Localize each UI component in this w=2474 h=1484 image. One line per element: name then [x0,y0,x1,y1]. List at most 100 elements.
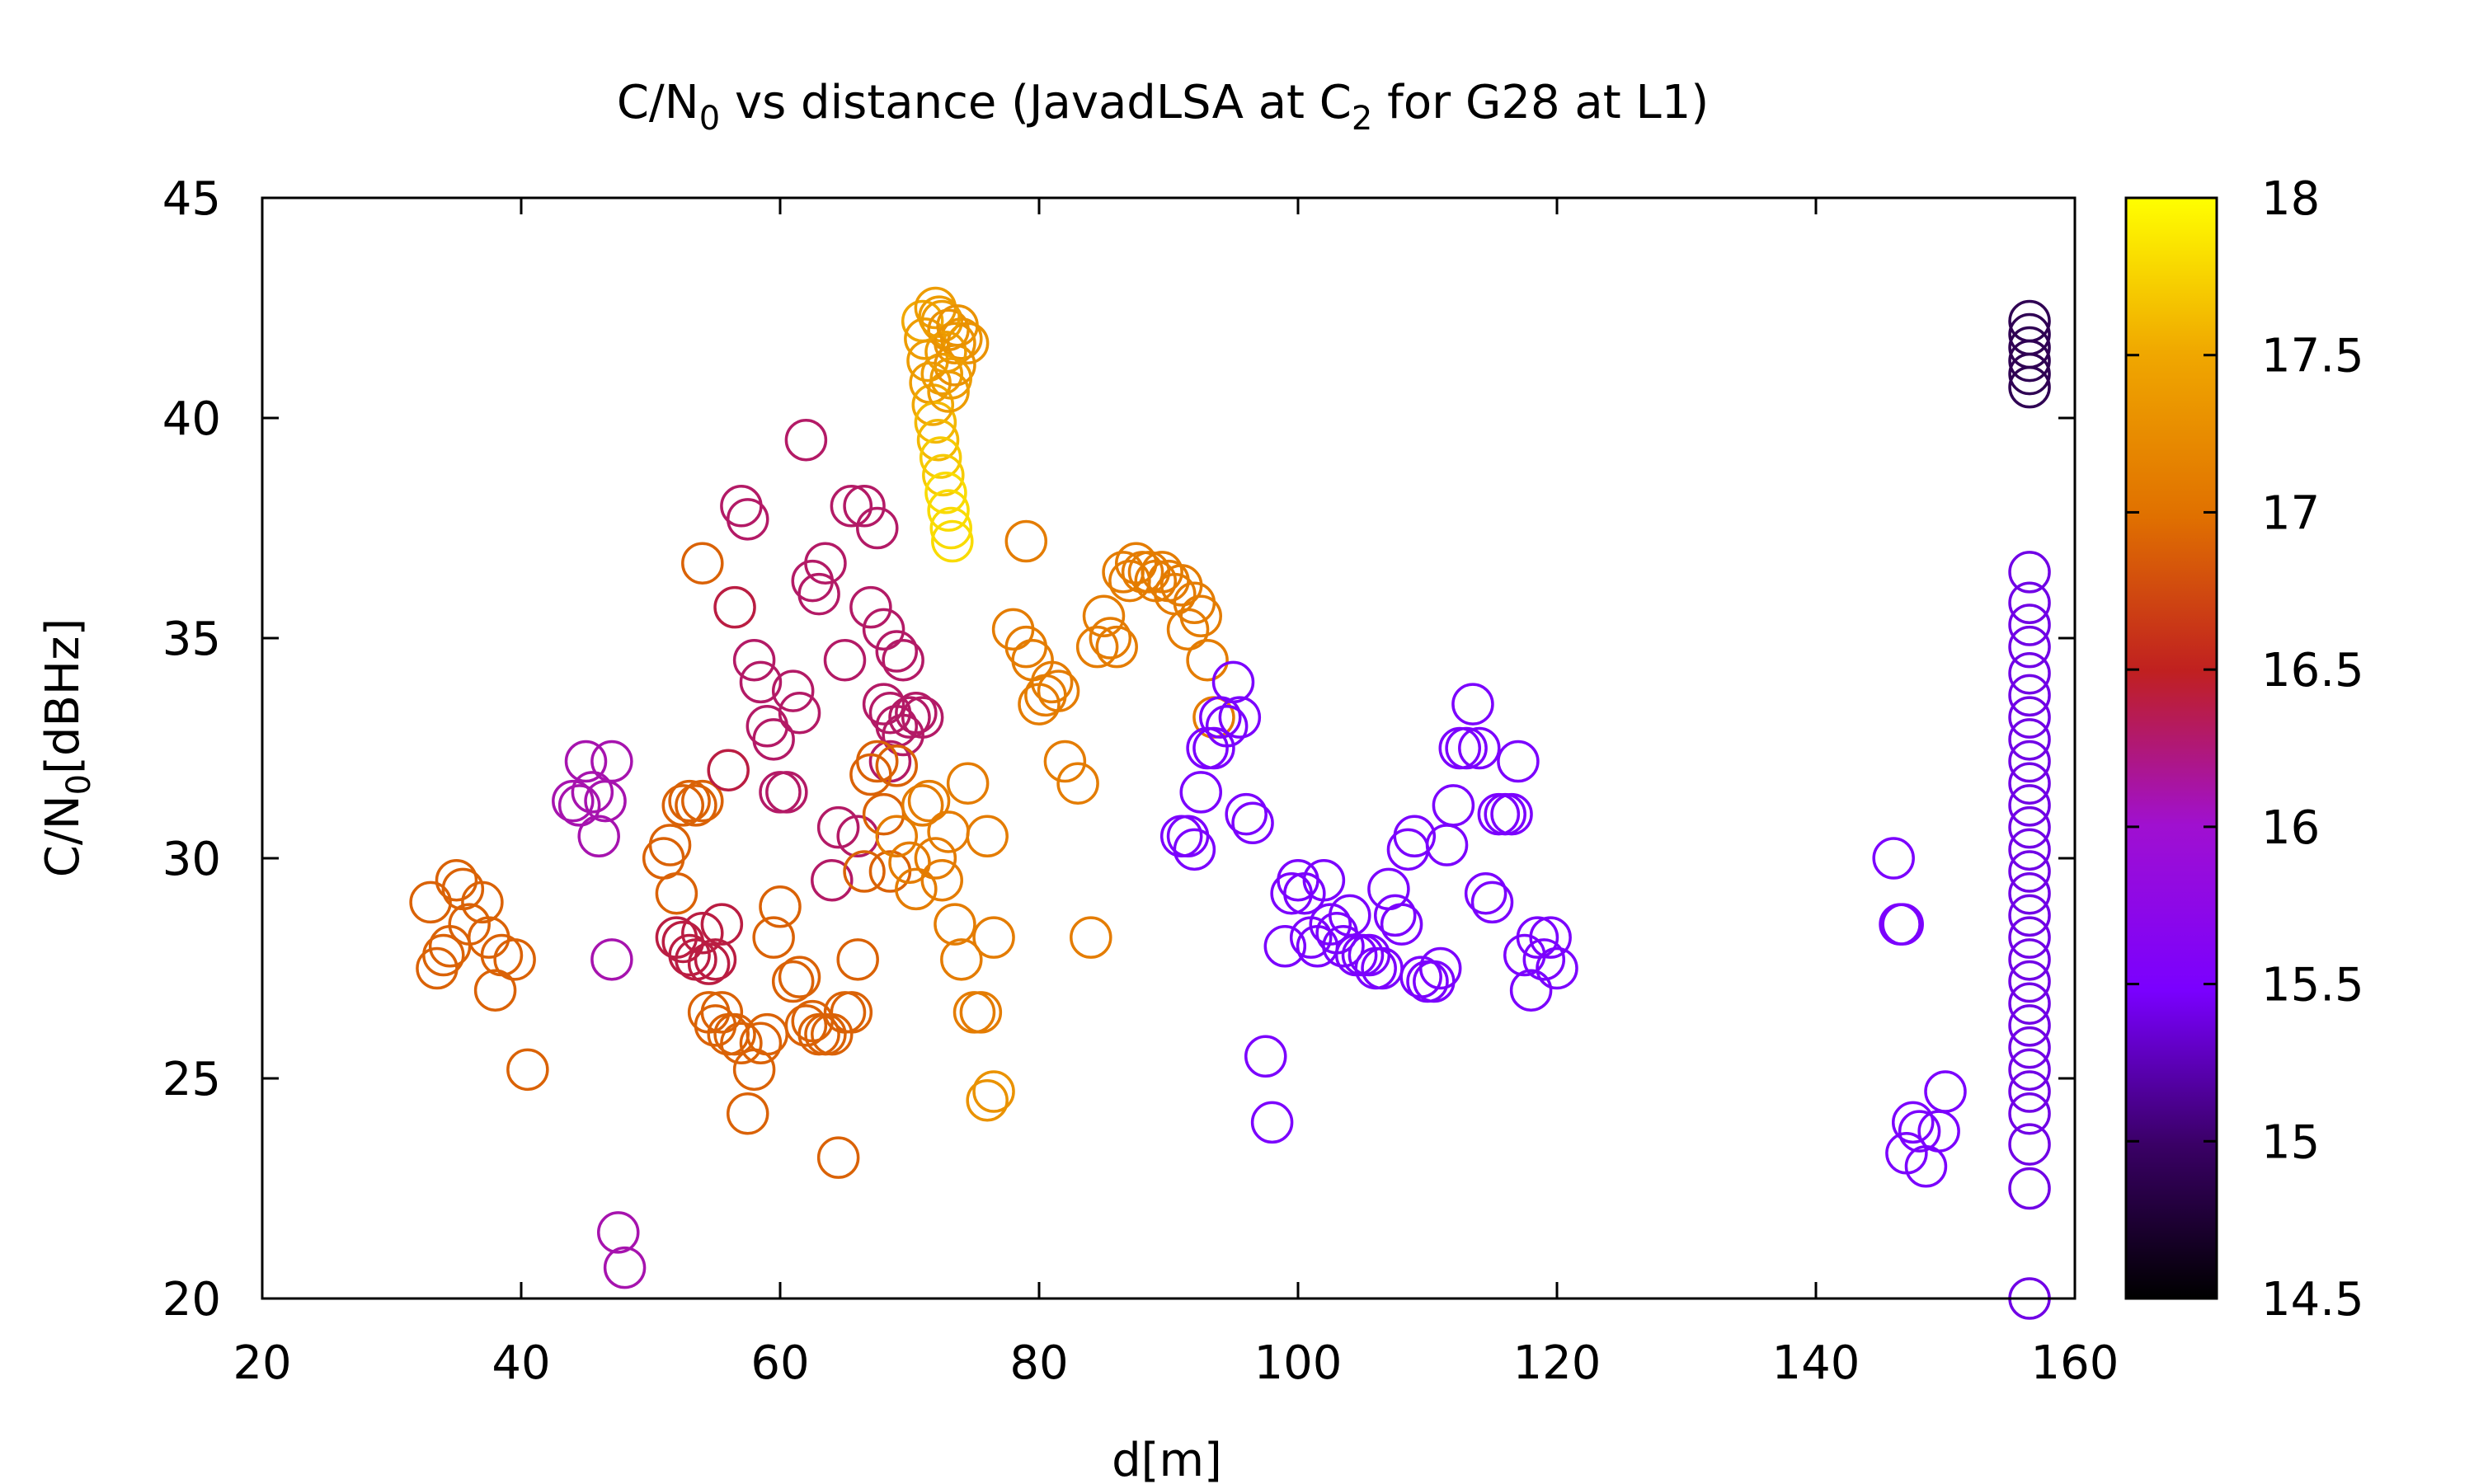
x-axis: 20 40 60 80 100 120 140 160 [233,198,2119,1390]
data-point [934,903,976,946]
plot-frame [261,196,2077,1300]
data-point [435,858,478,902]
data-point [1322,925,1365,968]
data-point [1218,696,1262,739]
data-point [590,938,633,981]
data-point [914,837,957,880]
data-point [1082,594,1126,638]
data-point [1497,740,1540,783]
x-tick-label: 60 [750,1336,809,1390]
data-point [816,805,860,849]
data-point [784,418,828,462]
data-point [2008,674,2051,717]
data-point [2008,850,2051,893]
data-point [2008,805,2051,849]
data-point [752,718,795,761]
colorbar-ticks: 14.5 15 15.5 16 16.5 17 17.5 18 [2126,172,2364,1327]
data-point [1173,828,1216,871]
data-point [2008,960,2051,1003]
data-point [739,1021,783,1065]
data-point [1490,792,1533,836]
data-point [732,638,776,682]
data-point [1192,726,1235,770]
y-tick-label: 20 [162,1273,221,1327]
data-point [727,498,769,541]
data-point [603,1246,647,1289]
data-point [1166,608,1210,651]
data-point [823,638,867,682]
data-point [919,436,962,479]
y-tick-label: 25 [162,1053,221,1106]
colorbar-tick-label: 18 [2261,172,2320,226]
y-tick-label: 35 [162,613,221,666]
data-point [409,881,452,924]
data-point [888,841,931,885]
data-point [2008,982,2051,1025]
data-point [681,912,724,955]
data-point [1445,726,1488,770]
data-point [1127,551,1171,594]
data-point [577,815,620,858]
data-point [778,692,821,735]
colorbar-tick-label: 16.5 [2261,644,2364,697]
data-point [1211,660,1255,704]
data-point [836,938,879,981]
data-point [1231,801,1274,845]
data-point [2008,894,2051,937]
data-point [1536,946,1578,990]
data-point [1070,916,1112,959]
data-point [1225,792,1268,836]
data-point [1516,916,1559,959]
data-point [843,850,886,893]
data-point [901,696,944,739]
y-tick-label: 45 [162,172,221,226]
data-point [1458,726,1501,770]
data-point [713,1012,756,1056]
data-point [1030,660,1074,704]
data-point [784,1004,828,1047]
data-point [1367,867,1410,911]
y-axis: 20 25 30 35 40 45 [162,172,2075,1327]
data-point [991,608,1035,651]
data-point [946,762,990,805]
data-point [771,960,815,1003]
data-point [681,542,724,585]
data-point [2008,352,2051,396]
data-point [934,322,976,364]
data-point [661,784,704,827]
data-point [493,938,536,981]
data-point [422,933,465,977]
data-point [2008,916,2051,959]
data-point [700,991,744,1034]
data-point [1451,683,1494,726]
data-point [1186,638,1229,682]
x-tick-label: 20 [233,1336,291,1390]
data-point [461,881,504,924]
data-point [1924,1070,1967,1113]
data-point [888,696,931,739]
data-point [920,858,963,902]
data-point [727,1092,769,1135]
data-point [480,933,524,977]
data-point [904,317,947,360]
data-point [959,991,1003,1034]
colorbar-tick-label: 14.5 [2261,1273,2364,1327]
data-point [590,740,633,783]
data-point [2008,828,2051,871]
data-point [648,824,692,866]
data-point [856,506,899,550]
data-point [675,784,717,827]
data-point [927,489,970,532]
data-point [2008,938,2051,981]
data-point [2008,1026,2051,1069]
data-point [759,885,802,928]
data-point [929,506,972,550]
data-point [2008,365,2051,409]
data-point [1380,903,1423,946]
data-point [936,304,979,347]
data-point [2008,1004,2051,1047]
data-point [694,938,737,981]
data-point [1393,815,1437,858]
data-point [739,660,783,704]
